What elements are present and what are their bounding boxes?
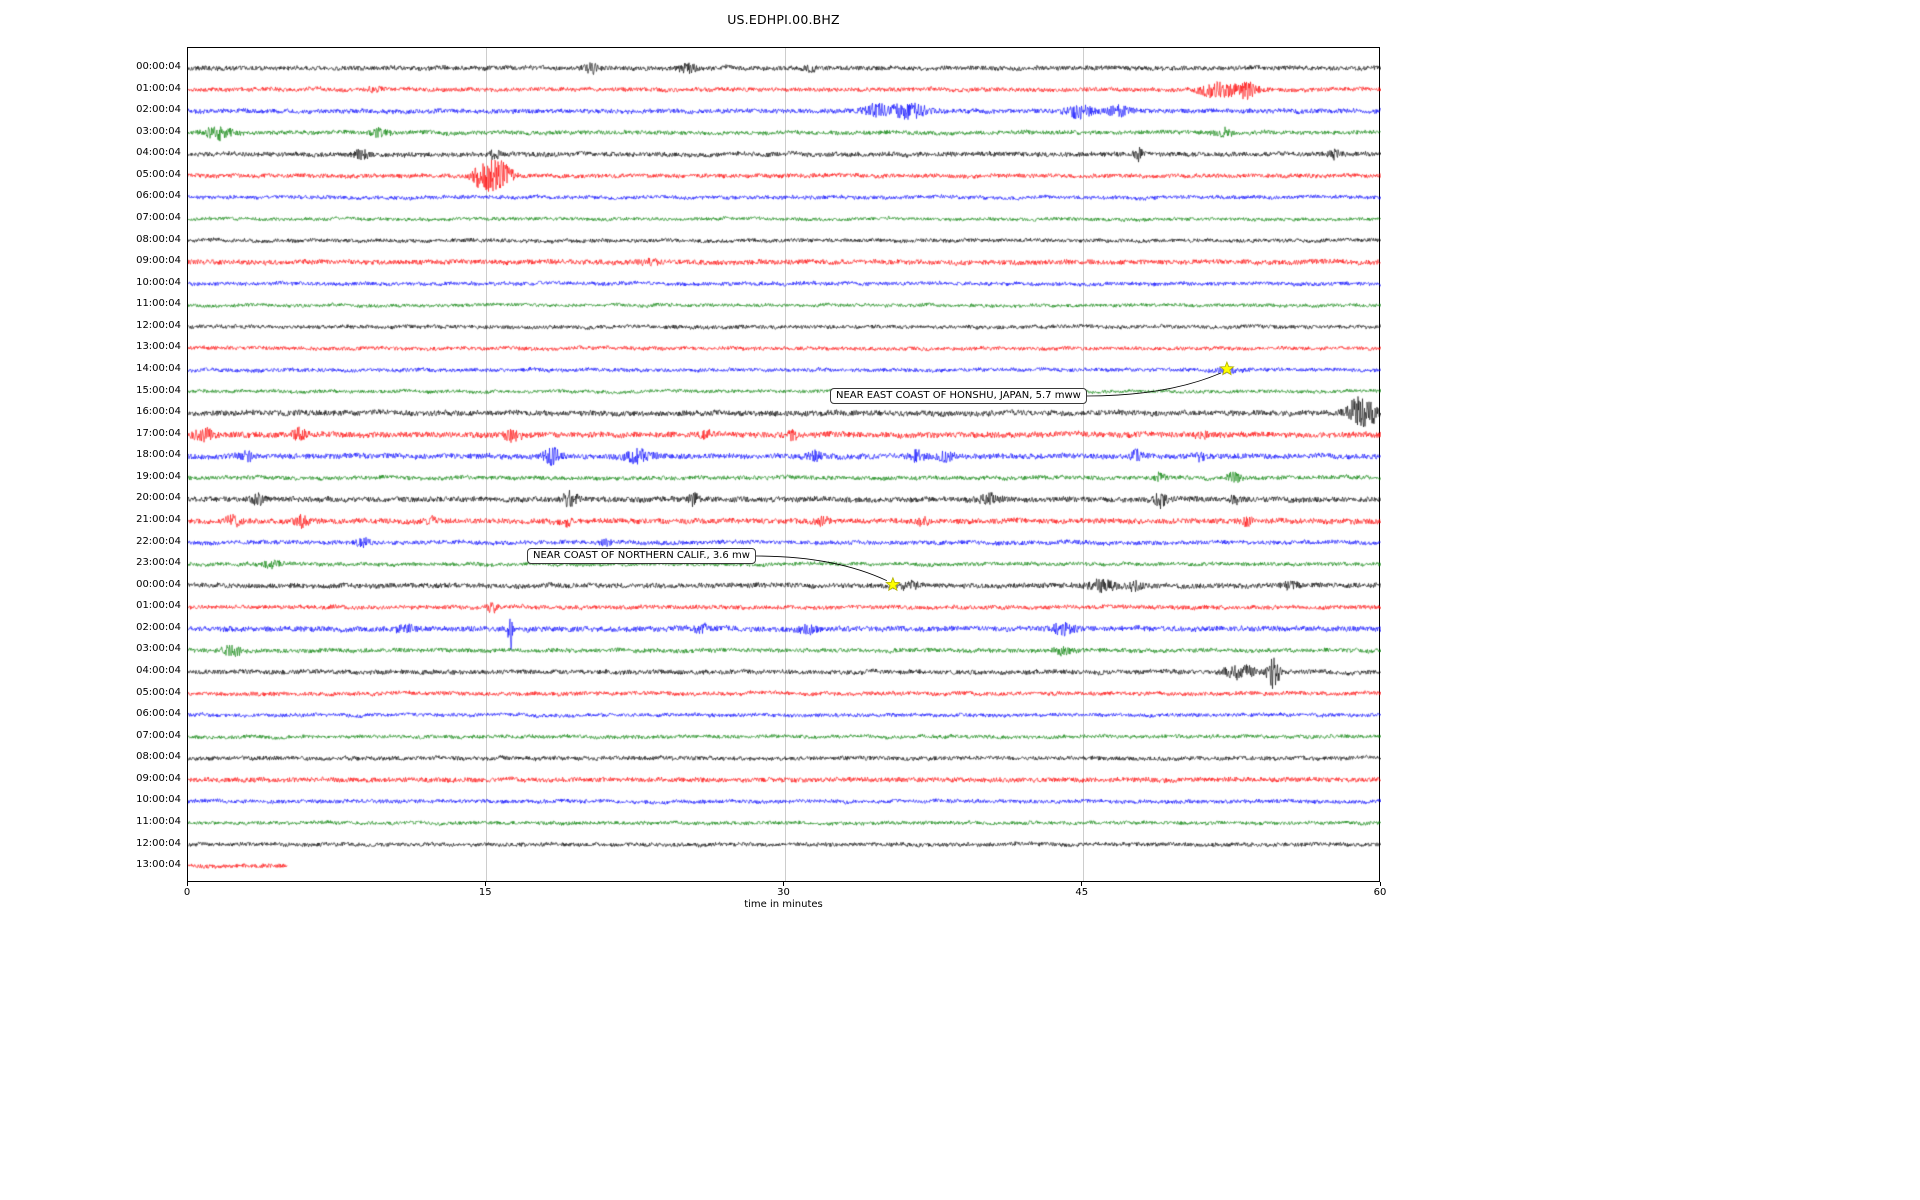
trace-time-label: 06:00:04	[136, 190, 181, 202]
trace-time-label: 23:00:04	[136, 557, 181, 569]
x-tick-label: 0	[183, 887, 191, 898]
trace-time-label: 11:00:04	[136, 815, 181, 827]
trace-time-label: 14:00:04	[136, 362, 181, 374]
annotation-honshu-japan: NEAR EAST COAST OF HONSHU, JAPAN, 5.7 mw…	[830, 388, 1087, 404]
trace-time-label: 00:00:04	[136, 61, 181, 72]
trace-time-label: 13:00:04	[136, 859, 181, 871]
x-tick-label: 15	[478, 887, 492, 898]
x-tick-label: 30	[777, 887, 790, 898]
trace-time-label: 12:00:04	[136, 837, 181, 849]
trace-time-label: 08:00:04	[136, 751, 181, 763]
x-tick	[1379, 882, 1381, 886]
plot-area	[187, 47, 1381, 883]
trace-time-label: 11:00:04	[136, 298, 181, 310]
trace-time-label: 15:00:04	[136, 384, 181, 396]
trace-time-label: 04:00:04	[136, 147, 181, 159]
trace-time-label: 09:00:04	[136, 772, 181, 784]
trace-time-label: 01:00:04	[136, 82, 181, 94]
trace-time-label: 17:00:04	[136, 427, 181, 439]
trace-time-label: 18:00:04	[136, 449, 181, 461]
trace-time-label: 13:00:04	[136, 341, 181, 353]
trace-time-label: 16:00:04	[136, 406, 181, 418]
trace-time-label: 07:00:04	[136, 729, 181, 741]
trace-time-label: 20:00:04	[136, 492, 181, 504]
x-tick	[783, 882, 784, 886]
trace-time-label: 07:00:04	[136, 211, 181, 223]
trace-time-label: 10:00:04	[136, 794, 181, 806]
trace-time-label: 10:00:04	[136, 276, 181, 288]
x-axis-title: time in minutes	[744, 899, 823, 910]
trace-time-label: 02:00:04	[136, 104, 181, 116]
trace-time-label: 00:00:04	[136, 578, 181, 590]
trace-time-label: 08:00:04	[136, 233, 181, 245]
trace-time-label: 01:00:04	[136, 600, 181, 612]
x-tick	[1081, 882, 1083, 886]
chart-title: US.EDHPI.00.BHZ	[727, 12, 840, 27]
trace-time-label: 21:00:04	[136, 513, 181, 525]
annotation-northern-calif: NEAR COAST OF NORTHERN CALIF., 3.6 mw	[527, 548, 756, 564]
trace-time-label: 22:00:04	[136, 535, 181, 547]
seismogram-traces-canvas	[188, 48, 1381, 883]
trace-time-label: 09:00:04	[136, 255, 181, 267]
x-tick	[186, 882, 188, 886]
x-tick-label: 60	[1373, 887, 1387, 898]
x-tick	[484, 882, 486, 886]
trace-time-label: 12:00:04	[136, 319, 181, 331]
x-tick-label: 45	[1075, 887, 1089, 898]
trace-time-label: 03:00:04	[136, 125, 181, 137]
trace-time-label: 06:00:04	[136, 708, 181, 720]
trace-time-label: 03:00:04	[136, 643, 181, 655]
trace-time-label: 04:00:04	[136, 664, 181, 676]
trace-time-label: 05:00:04	[136, 168, 181, 180]
trace-time-label: 05:00:04	[136, 686, 181, 698]
trace-time-label: 02:00:04	[136, 621, 181, 633]
trace-time-label: 19:00:04	[136, 470, 181, 482]
